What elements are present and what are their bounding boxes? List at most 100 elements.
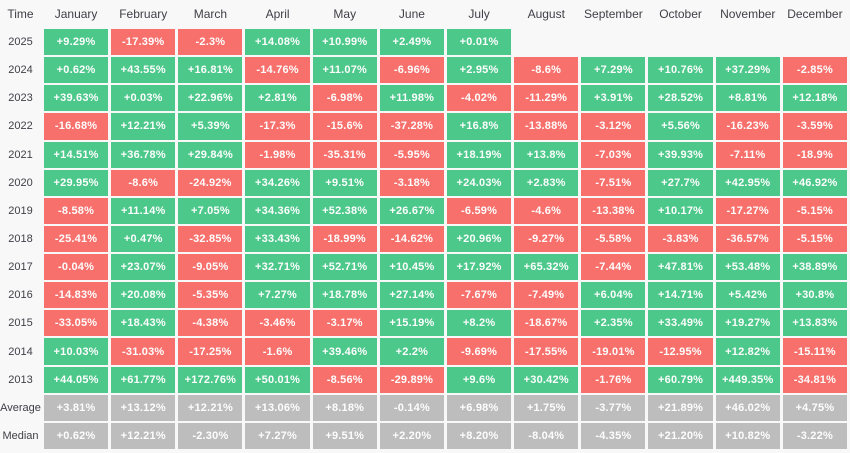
positive-return-cell: +172.76% [178,366,243,393]
positive-return-cell: +449.35% [715,366,780,393]
positive-return-cell: +2.81% [245,85,310,112]
negative-return-cell: -6.96% [379,57,444,84]
negative-return-cell: -11.29% [514,85,579,112]
positive-return-cell: +34.36% [245,197,310,224]
summary-return-cell: +9.51% [312,422,377,449]
negative-return-cell: -1.98% [245,141,310,168]
negative-return-cell: -19.01% [581,338,646,365]
empty-cell [648,29,712,55]
positive-return-cell: +18.19% [446,141,512,168]
positive-return-cell: +15.19% [379,310,444,337]
positive-return-cell: +52.38% [312,197,377,224]
negative-return-cell: -34.81% [782,366,847,393]
month-header-september: September [584,6,643,21]
positive-return-cell: +32.71% [245,254,310,281]
month-header-may: May [333,6,357,21]
positive-return-cell: +18.78% [312,282,377,309]
row-label-2020: 2020 [8,176,33,189]
negative-return-cell: -3.12% [581,113,646,140]
negative-return-cell: -13.38% [581,197,646,224]
negative-return-cell: -8.6% [111,169,176,196]
positive-return-cell: +0.47% [111,225,176,253]
negative-return-cell: -5.35% [178,282,243,309]
positive-return-cell: +18.43% [111,310,176,337]
positive-return-cell: +24.03% [446,169,512,196]
row-label-average: Average [0,401,41,414]
positive-return-cell: +9.6% [446,366,512,393]
positive-return-cell: +34.26% [245,169,310,196]
row-label-2015: 2015 [8,317,33,330]
negative-return-cell: -17.39% [111,29,176,56]
positive-return-cell: +19.27% [715,310,780,337]
row-label-2025: 2025 [8,36,33,49]
negative-return-cell: -3.17% [312,310,377,337]
positive-return-cell: +10.17% [648,197,713,224]
negative-return-cell: -3.18% [379,169,444,196]
row-label-2018: 2018 [8,232,33,245]
row-label-2023: 2023 [8,92,33,105]
negative-return-cell: -12.95% [648,338,713,365]
negative-return-cell: -17.3% [245,113,310,140]
month-header-january: January [54,6,98,21]
positive-return-cell: +2.49% [379,29,444,56]
negative-return-cell: -18.99% [312,225,377,253]
negative-return-cell: -13.88% [514,113,579,140]
negative-return-cell: -8.58% [44,197,109,224]
negative-return-cell: -5.15% [782,197,847,224]
positive-return-cell: +65.32% [514,254,579,281]
negative-return-cell: -18.67% [514,310,579,337]
negative-return-cell: -17.27% [715,197,780,224]
positive-return-cell: +23.07% [111,254,176,281]
time-column-header: Time [7,6,34,21]
positive-return-cell: +10.45% [379,254,444,281]
negative-return-cell: -7.51% [581,169,646,196]
positive-return-cell: +10.99% [312,29,377,56]
positive-return-cell: +13.8% [514,141,579,168]
row-label-2024: 2024 [8,64,33,77]
month-header-february: February [119,6,168,21]
negative-return-cell: -14.83% [44,282,109,309]
positive-return-cell: +0.01% [446,29,512,56]
positive-return-cell: +39.63% [44,85,109,112]
negative-return-cell: -5.58% [581,225,646,253]
negative-return-cell: -2.3% [178,29,243,56]
month-header-november: November [720,6,776,21]
summary-return-cell: -2.30% [178,422,243,449]
positive-return-cell: +11.07% [312,57,377,84]
negative-return-cell: -36.57% [715,225,780,253]
summary-return-cell: -0.14% [379,394,444,421]
summary-return-cell: +46.02% [715,394,780,421]
negative-return-cell: -8.6% [514,57,579,84]
positive-return-cell: +3.91% [581,85,646,112]
negative-return-cell: -8.56% [312,366,377,393]
positive-return-cell: +5.42% [715,282,780,309]
month-header-april: April [265,6,290,21]
positive-return-cell: +61.77% [111,366,176,393]
positive-return-cell: +20.96% [446,225,512,253]
positive-return-cell: +9.29% [44,29,109,56]
negative-return-cell: -15.6% [312,113,377,140]
summary-return-cell: -8.04% [514,422,579,449]
positive-return-cell: +0.03% [111,85,176,112]
month-header-august: August [527,6,565,21]
negative-return-cell: -7.44% [581,254,646,281]
positive-return-cell: +30.42% [514,366,579,393]
summary-return-cell: +13.12% [111,394,176,421]
summary-return-cell: +8.18% [312,394,377,421]
negative-return-cell: -35.31% [312,141,377,168]
negative-return-cell: -6.59% [446,197,512,224]
positive-return-cell: +29.84% [178,141,243,168]
row-label-2021: 2021 [8,148,33,161]
positive-return-cell: +39.93% [648,141,713,168]
empty-cell [783,29,847,55]
positive-return-cell: +47.81% [648,254,713,281]
positive-return-cell: +14.71% [648,282,713,309]
row-label-2022: 2022 [8,120,33,133]
positive-return-cell: +8.81% [715,85,780,112]
negative-return-cell: -7.03% [581,141,646,168]
negative-return-cell: -5.95% [379,141,444,168]
positive-return-cell: +60.79% [648,366,713,393]
empty-cell [514,29,578,55]
negative-return-cell: -6.98% [312,85,377,112]
